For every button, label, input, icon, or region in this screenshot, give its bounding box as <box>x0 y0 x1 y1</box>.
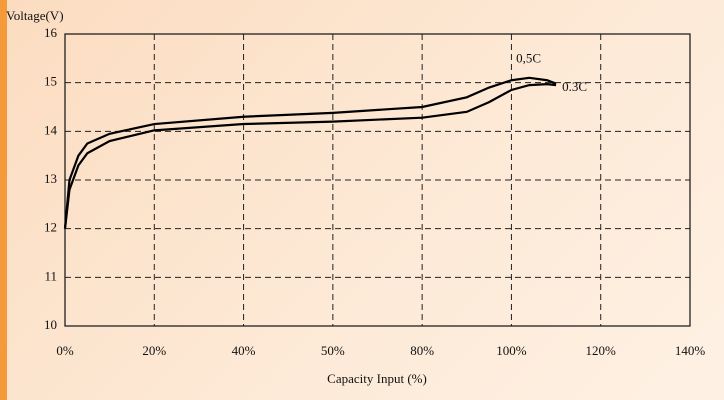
x-tick-label: 20% <box>142 343 166 358</box>
y-tick-label: 12 <box>44 220 57 235</box>
x-tick-label: 100% <box>496 343 527 358</box>
y-tick-label: 15 <box>44 74 57 89</box>
y-tick-label: 16 <box>44 25 58 40</box>
x-tick-label: 50% <box>321 343 345 358</box>
series-line <box>63 83 557 229</box>
y-tick-label: 14 <box>44 122 58 137</box>
y-axis-label: Voltage(V) <box>6 8 64 23</box>
y-tick-label: 11 <box>44 268 57 283</box>
series-line <box>63 76 557 229</box>
plot-frame <box>64 33 691 327</box>
x-tick-label: 0% <box>56 343 74 358</box>
x-axis-label: Capacity Input (%) <box>327 371 427 386</box>
y-tick-label: 10 <box>44 317 57 332</box>
series-label: 0,5C <box>516 51 541 66</box>
series-label: 0.3C <box>562 79 587 94</box>
x-tick-label: 140% <box>675 343 706 358</box>
x-tick-label: 80% <box>410 343 434 358</box>
x-tick-label: 40% <box>232 343 256 358</box>
y-tick-label: 13 <box>44 171 57 186</box>
accent-bar <box>0 0 7 400</box>
x-tick-label: 120% <box>586 343 617 358</box>
